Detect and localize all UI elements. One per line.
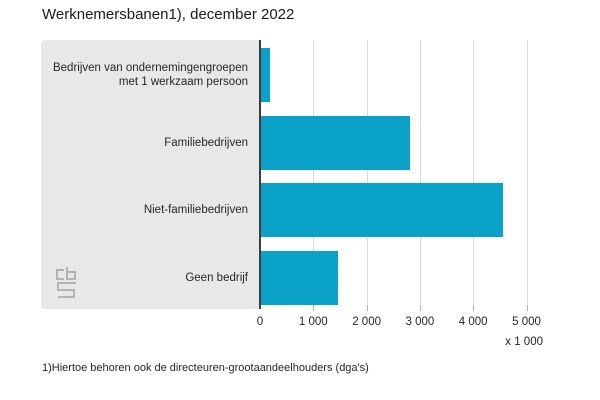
x-tick-label: 2 000 [352, 316, 381, 328]
category-label: Niet-familiebedrijven [143, 204, 248, 216]
x-axis-tick [366, 305, 368, 311]
category-label: Geen bedrijf [185, 271, 248, 284]
gridline [313, 40, 315, 305]
y-axis-line [259, 40, 261, 309]
plot-area [259, 40, 560, 311]
category-label: Familiebedrijven [164, 136, 248, 149]
gridline [473, 40, 475, 305]
chart-footnote: 1)Hiertoe behoren ook de directeuren-gro… [42, 362, 369, 374]
bar [261, 250, 339, 305]
x-tick-label: 1 000 [298, 316, 328, 328]
x-tick-label: 0 [256, 316, 264, 328]
category-panel [41, 40, 259, 309]
x-axis-tick [419, 305, 421, 311]
x-tick-label: 4 000 [458, 316, 488, 328]
cbs-logo [56, 267, 76, 298]
gridline [366, 40, 368, 305]
chart-title: Werknemersbanen1), december 2022 [42, 6, 295, 23]
x-tick-label: 3 000 [405, 316, 435, 328]
gridline [526, 40, 528, 305]
x-axis-tick [313, 305, 315, 311]
x-tick-label: 5 000 [512, 316, 541, 328]
bar [261, 115, 411, 170]
x-axis-unit-label: x 1 000 [505, 336, 543, 348]
gridline [419, 40, 421, 305]
x-axis-tick [526, 305, 528, 311]
category-label: Bedrijven van ondernemingengroepen met 1… [52, 62, 248, 88]
bar [261, 183, 503, 237]
bar [261, 48, 270, 102]
x-axis-tick [473, 305, 475, 311]
